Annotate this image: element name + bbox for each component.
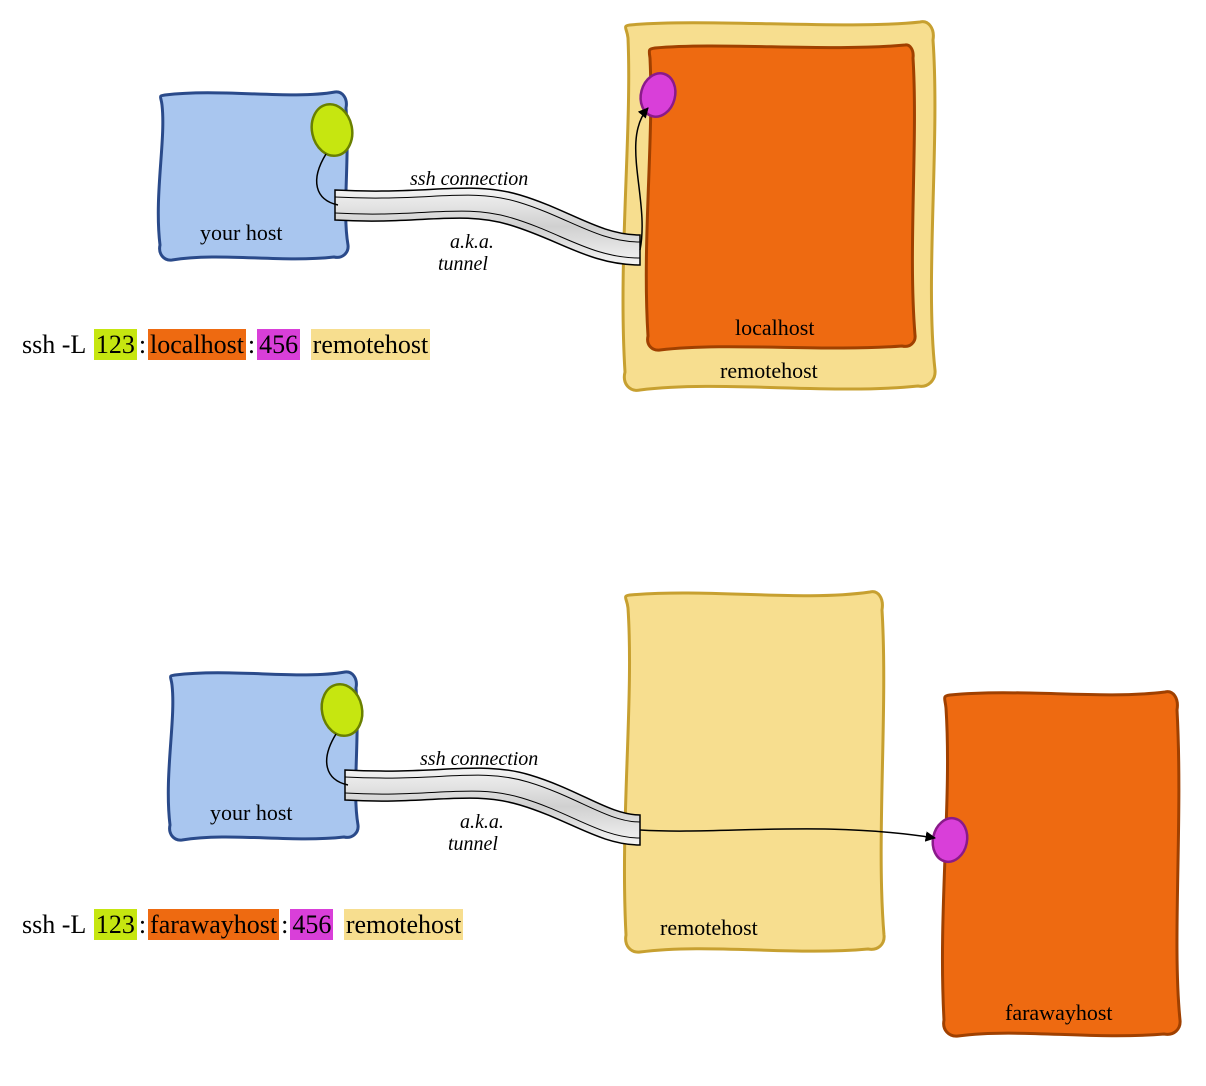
ssh-connection-label-2: ssh connection [420,748,538,770]
farawayhost-label-2: farawayhost [1005,1000,1113,1025]
cmd2-colon2: : [279,909,290,940]
cmd2-target-host: farawayhost [148,909,279,940]
aka-label-1: a.k.a. [450,231,494,253]
cmd2-remote-port: 456 [290,909,333,940]
cmd1-remote-host: remotehost [311,329,431,360]
remotehost-label-2: remotehost [660,915,758,940]
cmd1-prefix: ssh -L [20,329,94,360]
yourhost-label-2: your host [210,800,293,825]
localhost-box-1 [646,45,915,350]
yourhost-label-1: your host [200,220,283,245]
cmd2-prefix: ssh -L [20,909,94,940]
diagram-2: your host remotehost farawayhost ssh con… [168,592,1180,1036]
cmd1-colon2: : [246,329,257,360]
ssh-connection-label-1: ssh connection [410,168,528,190]
cmd1-local-port: 123 [94,329,137,360]
cmd1-target-host: localhost [148,329,246,360]
cmd1-remote-port: 456 [257,329,300,360]
cmd2-colon1: : [137,909,148,940]
tunnel-label-2: tunnel [448,833,498,855]
remotehost-label-1: remotehost [720,358,818,383]
cmd2-remote-host: remotehost [344,909,464,940]
ssh-command-2: ssh -L 123:farawayhost:456 remotehost [20,910,463,940]
aka-label-2: a.k.a. [460,811,504,833]
remotehost-box-2 [624,592,884,952]
farawayhost-box-2 [942,692,1180,1036]
tunnel-label-1: tunnel [438,253,488,275]
cmd2-space [333,909,344,940]
ssh-command-1: ssh -L 123:localhost:456 remotehost [20,330,430,360]
cmd1-space [300,329,311,360]
cmd1-colon1: : [137,329,148,360]
cmd2-local-port: 123 [94,909,137,940]
localhost-label-1: localhost [735,315,814,340]
